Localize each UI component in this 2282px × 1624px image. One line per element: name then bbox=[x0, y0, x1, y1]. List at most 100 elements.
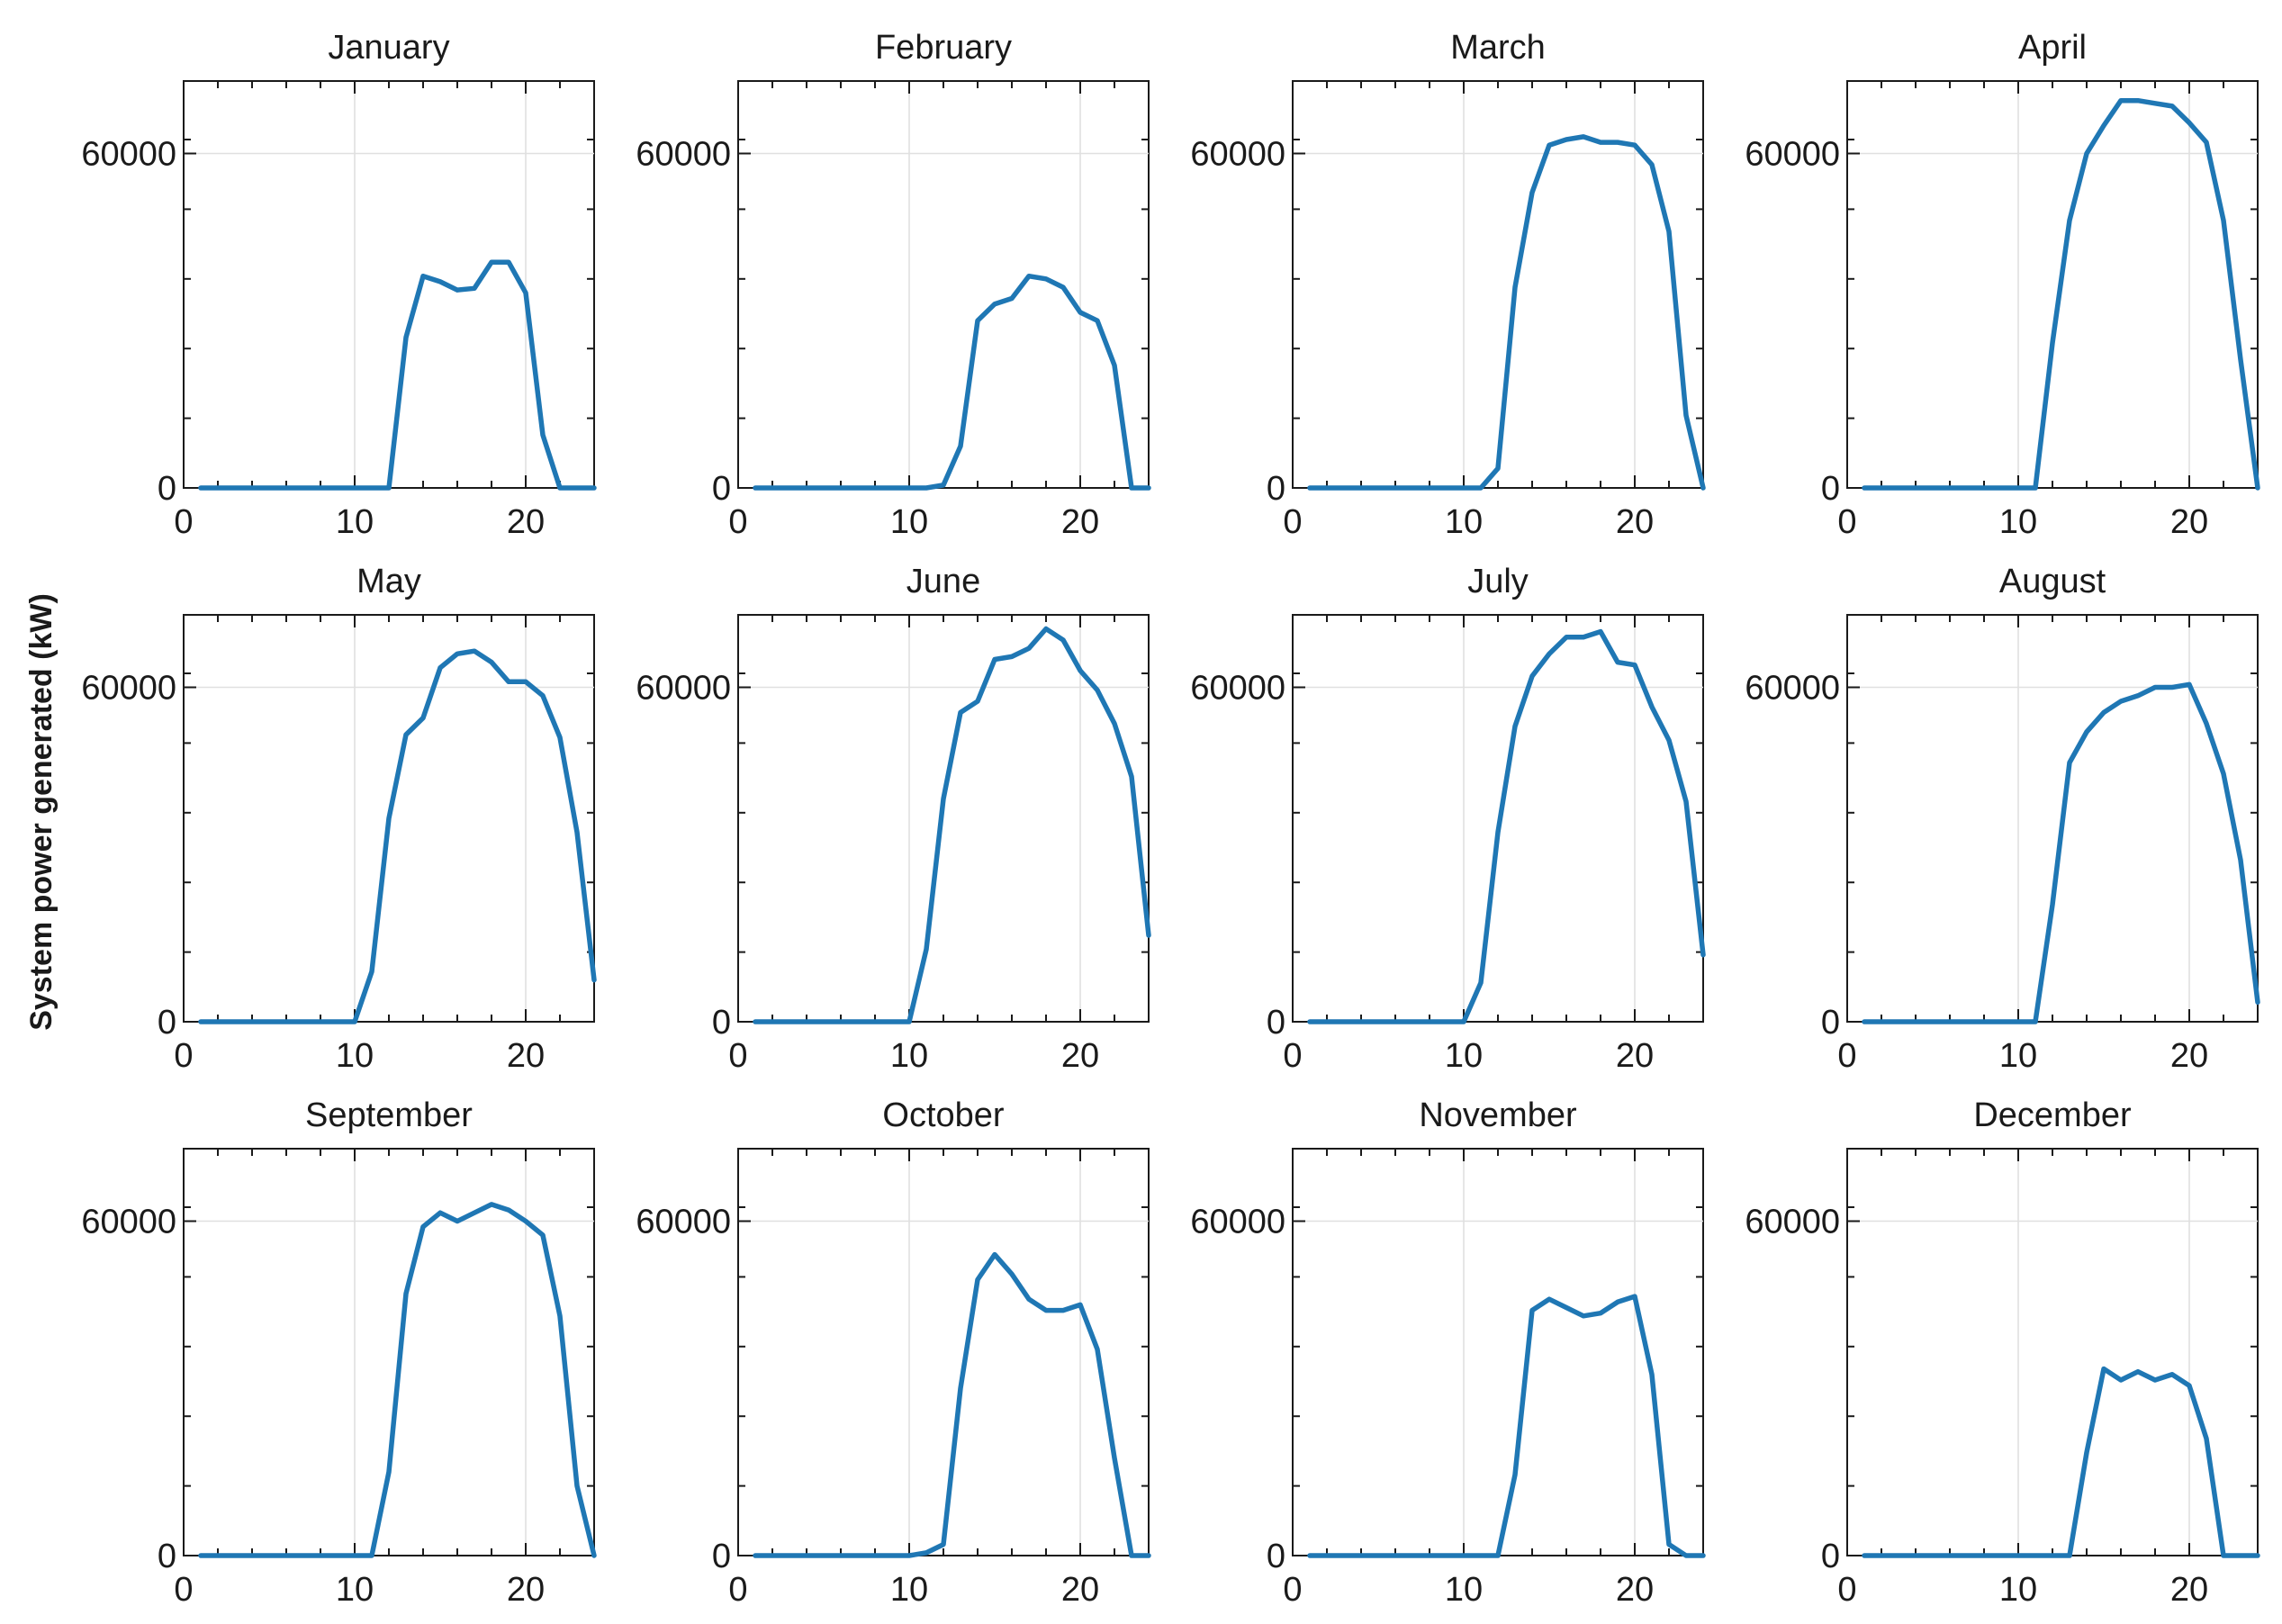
x-tick-label: 0 bbox=[1283, 1037, 1302, 1075]
x-tick-label: 20 bbox=[1616, 1571, 1654, 1609]
panel-october: 0 10 20 0 60000 October bbox=[636, 1096, 1151, 1609]
series-line bbox=[1307, 134, 1706, 491]
y-tick-label: 60000 bbox=[1745, 1203, 1840, 1241]
y-tick-label: 60000 bbox=[81, 135, 176, 173]
x-tick-label: 0 bbox=[174, 1571, 193, 1609]
y-tick-label: 60000 bbox=[1190, 135, 1285, 173]
x-tick-label: 0 bbox=[1283, 1571, 1302, 1609]
x-tick-label: 10 bbox=[1999, 1037, 2037, 1075]
y-tick-label: 60000 bbox=[1745, 135, 1840, 173]
x-tick-label: 20 bbox=[1061, 503, 1099, 541]
x-tick-label: 20 bbox=[1061, 1571, 1099, 1609]
plot-area bbox=[183, 1148, 595, 1556]
series-line bbox=[1307, 628, 1706, 1024]
panel-title: August bbox=[1999, 563, 2106, 600]
y-tick-label: 0 bbox=[1267, 1004, 1285, 1042]
x-tick-label: 0 bbox=[728, 1037, 747, 1075]
y-tick-label: 0 bbox=[712, 1538, 731, 1575]
y-tick-label: 0 bbox=[1821, 470, 1840, 508]
x-tick-label: 20 bbox=[1616, 503, 1654, 541]
x-tick-label: 0 bbox=[1837, 1037, 1856, 1075]
series-line bbox=[753, 1251, 1151, 1558]
plot-area bbox=[1292, 80, 1704, 489]
plot-area bbox=[737, 80, 1150, 489]
panel-title: April bbox=[2018, 29, 2087, 67]
x-tick-label: 10 bbox=[1445, 1037, 1483, 1075]
series-line bbox=[1307, 1294, 1706, 1558]
x-tick-label: 20 bbox=[2170, 1571, 2208, 1609]
panel-april: 0 10 20 0 60000 April bbox=[1745, 29, 2260, 541]
panel-title: March bbox=[1450, 29, 1546, 67]
x-tick-label: 0 bbox=[174, 1037, 193, 1075]
series-line bbox=[1862, 1366, 2260, 1558]
x-tick-label: 20 bbox=[1061, 1037, 1099, 1075]
x-tick-label: 20 bbox=[2170, 503, 2208, 541]
y-tick-label: 0 bbox=[158, 470, 176, 508]
y-tick-label: 0 bbox=[1821, 1004, 1840, 1042]
x-tick-label: 20 bbox=[2170, 1037, 2208, 1075]
y-tick-label: 0 bbox=[158, 1538, 176, 1575]
panel-title: July bbox=[1467, 563, 1529, 600]
plot-area bbox=[1846, 1148, 2259, 1556]
panel-title: January bbox=[328, 29, 449, 67]
x-tick-label: 0 bbox=[728, 503, 747, 541]
panel-december: 0 10 20 0 60000 December bbox=[1745, 1096, 2260, 1609]
x-tick-label: 10 bbox=[1445, 503, 1483, 541]
panel-title: June bbox=[906, 563, 980, 600]
x-tick-label: 10 bbox=[336, 503, 374, 541]
panel-july: 0 10 20 0 60000 July bbox=[1190, 563, 1706, 1075]
plot-area bbox=[737, 1148, 1150, 1556]
y-tick-label: 60000 bbox=[81, 669, 176, 707]
series-line bbox=[753, 273, 1151, 491]
plot-area bbox=[1846, 614, 2259, 1023]
y-tick-label: 60000 bbox=[1190, 669, 1285, 707]
y-tick-label: 60000 bbox=[636, 1203, 731, 1241]
y-tick-label: 0 bbox=[712, 1004, 731, 1042]
plot-area bbox=[183, 80, 595, 489]
plot-area bbox=[1846, 80, 2259, 489]
x-tick-label: 0 bbox=[1283, 503, 1302, 541]
y-tick-label: 60000 bbox=[81, 1203, 176, 1241]
series-line bbox=[198, 259, 597, 491]
series-line bbox=[1862, 681, 2260, 1024]
panel-title: February bbox=[875, 29, 1012, 67]
y-tick-label: 0 bbox=[1267, 1538, 1285, 1575]
series-line bbox=[198, 648, 597, 1024]
y-tick-label: 0 bbox=[1267, 470, 1285, 508]
panel-november: 0 10 20 0 60000 November bbox=[1190, 1096, 1706, 1609]
x-tick-label: 10 bbox=[890, 1571, 928, 1609]
x-tick-label: 0 bbox=[728, 1571, 747, 1609]
x-tick-label: 0 bbox=[1837, 503, 1856, 541]
x-tick-label: 10 bbox=[890, 1037, 928, 1075]
x-tick-label: 0 bbox=[1837, 1571, 1856, 1609]
series-line bbox=[753, 626, 1151, 1024]
y-tick-label: 60000 bbox=[1190, 1203, 1285, 1241]
x-tick-label: 10 bbox=[1999, 1571, 2037, 1609]
x-tick-label: 0 bbox=[174, 503, 193, 541]
panel-march: 0 10 20 0 60000 March bbox=[1190, 29, 1706, 541]
panel-may: 0 10 20 0 60000 May bbox=[81, 563, 597, 1075]
panels: 0 10 20 0 60000 January 0 10 20 0 60000 February 0 10… bbox=[81, 29, 2260, 1609]
panel-february: 0 10 20 0 60000 February bbox=[636, 29, 1151, 541]
x-tick-label: 10 bbox=[1999, 503, 2037, 541]
panel-title: December bbox=[1973, 1096, 2132, 1134]
x-tick-label: 20 bbox=[507, 1037, 545, 1075]
panel-title: May bbox=[356, 563, 421, 600]
y-tick-label: 0 bbox=[712, 470, 731, 508]
series-line bbox=[198, 1202, 597, 1558]
panel-june: 0 10 20 0 60000 June bbox=[636, 563, 1151, 1075]
panel-title: September bbox=[305, 1096, 473, 1134]
y-tick-label: 60000 bbox=[1745, 669, 1840, 707]
panel-august: 0 10 20 0 60000 August bbox=[1745, 563, 2260, 1075]
x-tick-label: 10 bbox=[336, 1037, 374, 1075]
y-tick-label: 60000 bbox=[636, 135, 731, 173]
x-tick-label: 20 bbox=[507, 503, 545, 541]
series-line bbox=[1862, 97, 2260, 491]
x-tick-label: 20 bbox=[1616, 1037, 1654, 1075]
y-tick-label: 0 bbox=[158, 1004, 176, 1042]
y-axis-label: System power generated (kW) bbox=[24, 593, 59, 1031]
panel-title: November bbox=[1419, 1096, 1577, 1134]
x-tick-label: 10 bbox=[336, 1571, 374, 1609]
x-tick-label: 10 bbox=[1445, 1571, 1483, 1609]
plot-area bbox=[1292, 1148, 1704, 1556]
